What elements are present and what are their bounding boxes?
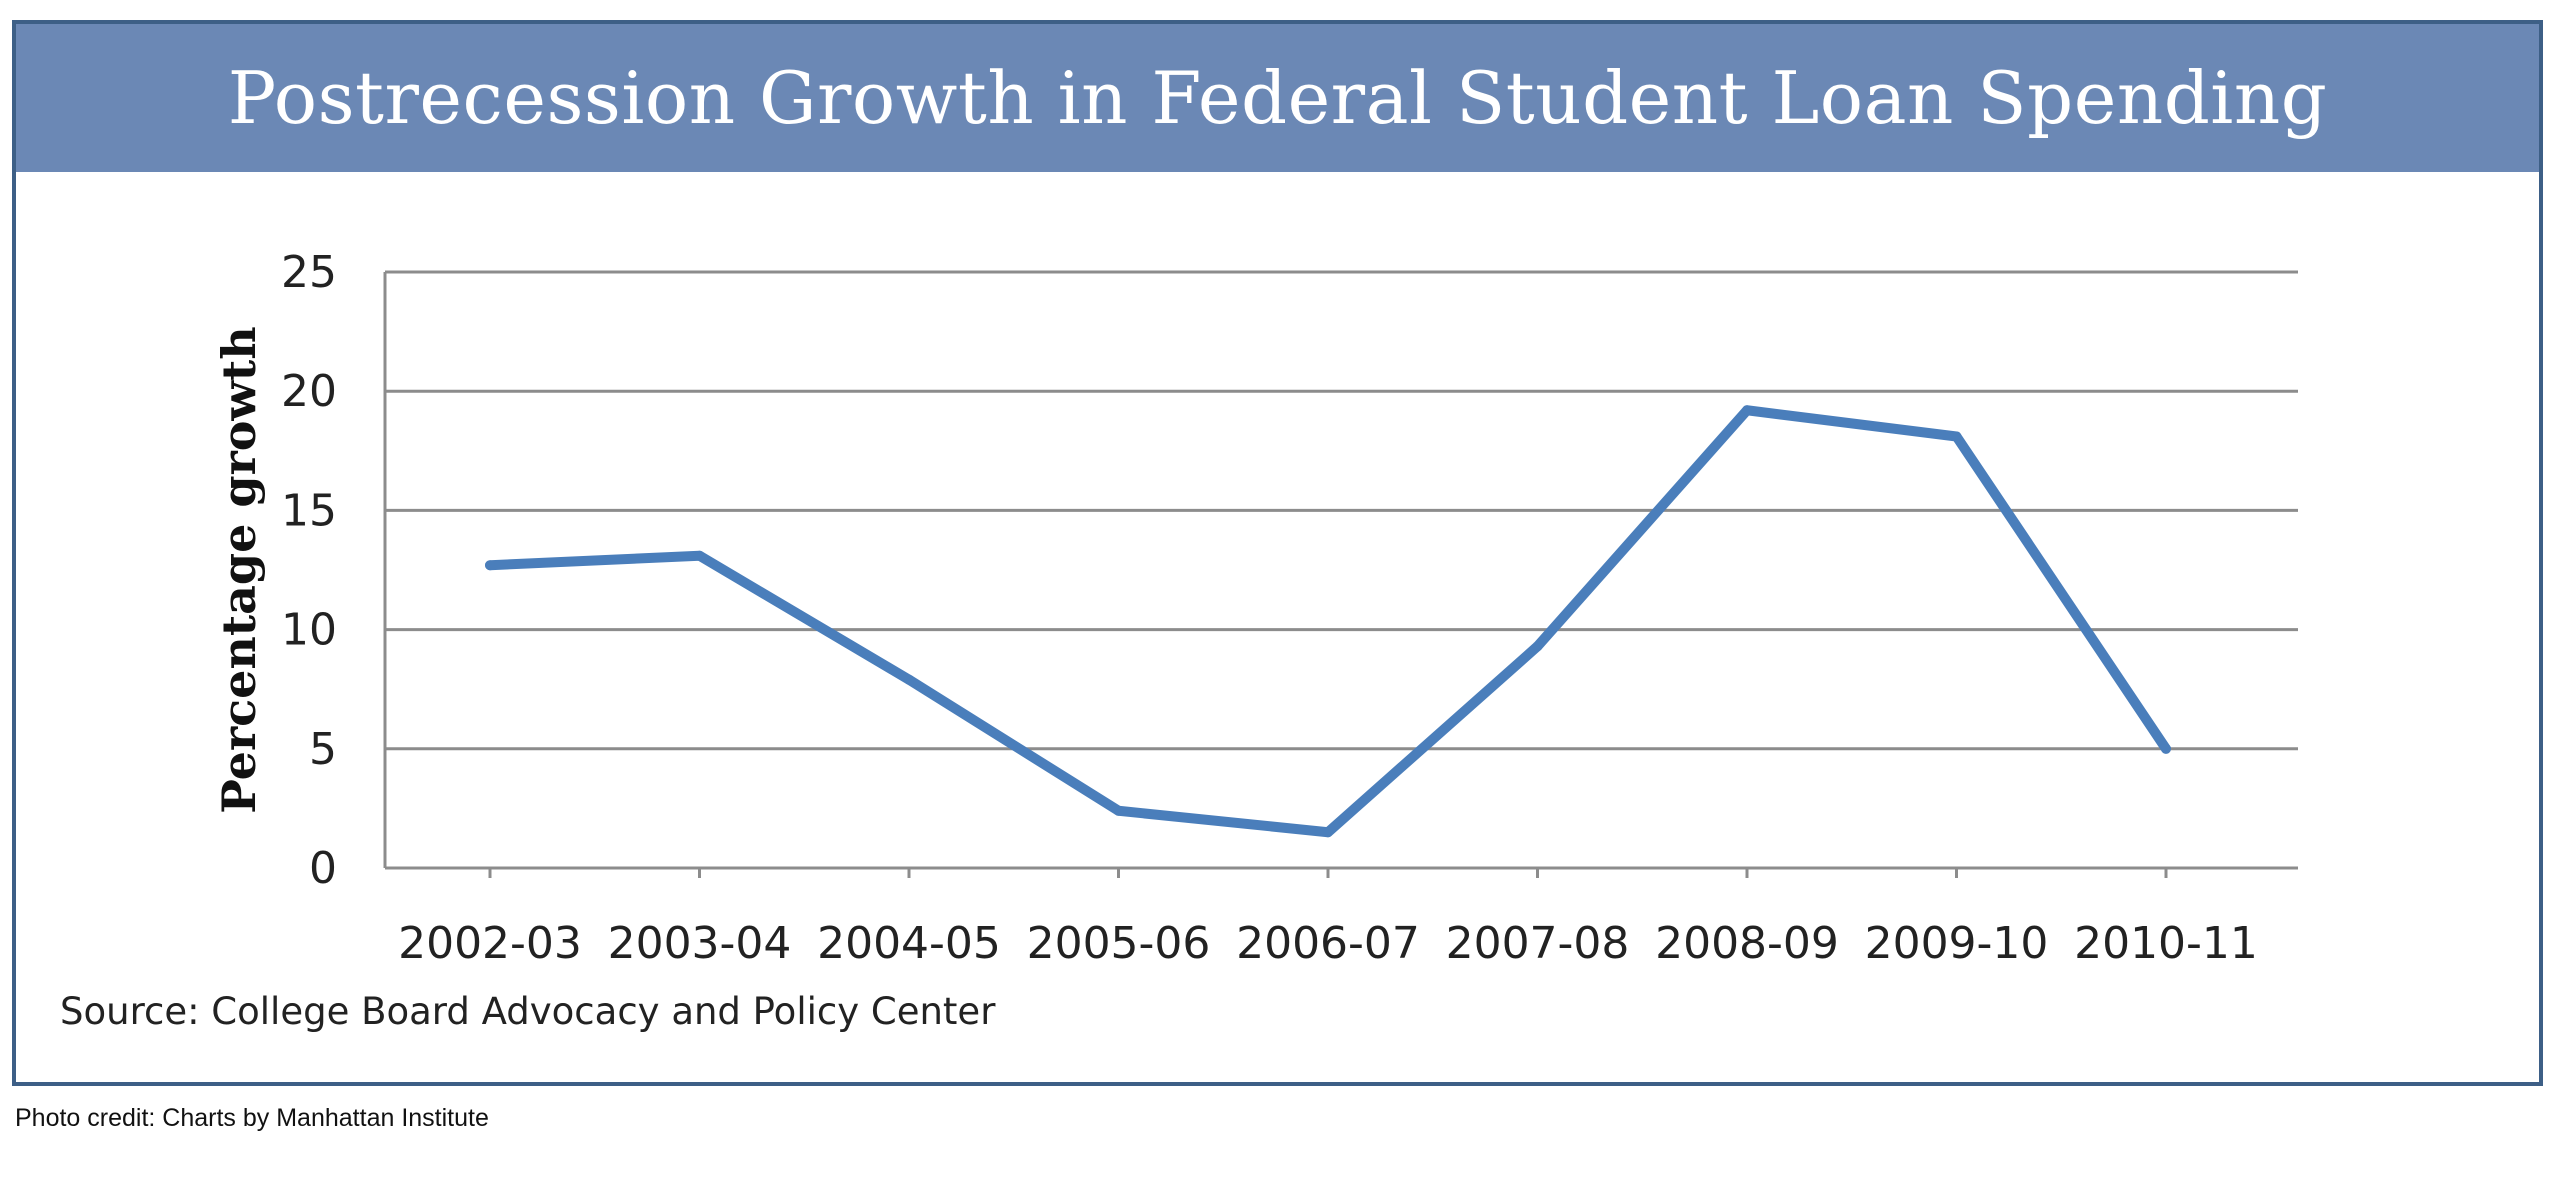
data-point: [2161, 743, 2171, 754]
x-tick-label: 2007-08: [1446, 918, 1630, 969]
data-point: [1532, 641, 1543, 652]
x-tick-label: 2009-10: [1865, 918, 2049, 969]
x-tick-label: 2006-07: [1236, 918, 1420, 969]
data-point: [694, 550, 705, 561]
x-tick-label: 2008-09: [1655, 918, 1839, 969]
chart-title: Postrecession Growth in Federal Student …: [227, 56, 2328, 140]
y-tick-label: 25: [281, 247, 337, 298]
x-tick-label: 2003-04: [608, 918, 792, 969]
y-tick-label: 0: [309, 843, 337, 894]
y-tick-label: 10: [281, 605, 337, 656]
y-axis-label: Percentage growth: [212, 326, 266, 813]
data-point: [485, 560, 495, 571]
x-tick-label: 2004-05: [817, 918, 1001, 969]
data-point: [1742, 405, 1752, 416]
y-tick-label: 20: [281, 366, 337, 417]
y-tick-label: 5: [309, 724, 337, 775]
series-line: [485, 405, 2171, 838]
data-point: [1323, 827, 1333, 838]
chart-frame: Postrecession Growth in Federal Student …: [12, 20, 2543, 1086]
source-note: Source: College Board Advocacy and Polic…: [60, 990, 996, 1033]
x-tick-label: 2002-03: [398, 918, 582, 969]
data-point: [904, 674, 914, 685]
data-point: [1951, 431, 1962, 442]
photo-credit: Photo credit: Charts by Manhattan Instit…: [15, 1104, 489, 1132]
x-tick-label: 2005-06: [1027, 918, 1211, 969]
data-point: [1113, 805, 1124, 816]
x-tick-label: 2010-11: [2074, 918, 2258, 969]
y-tick-label: 15: [281, 485, 337, 536]
title-bar: Postrecession Growth in Federal Student …: [16, 24, 2539, 172]
